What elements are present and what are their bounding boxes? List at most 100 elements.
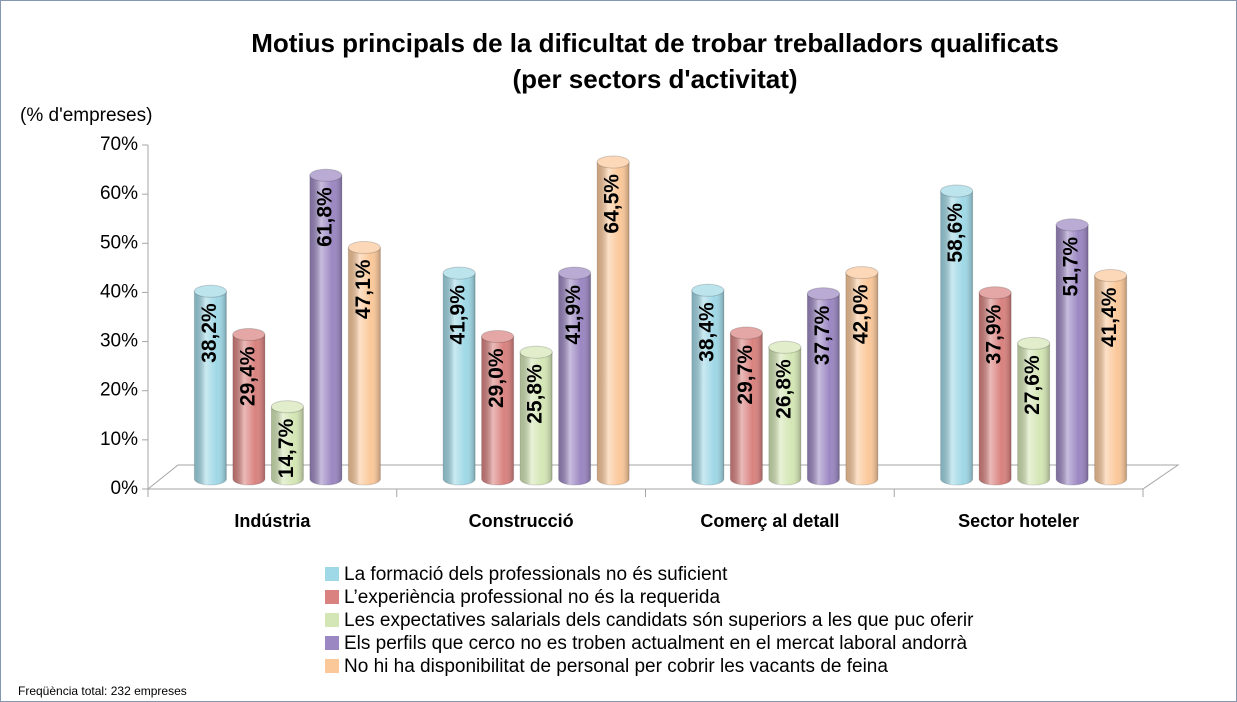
legend-label: No hi ha disponibilitat de personal per …	[344, 656, 888, 677]
bar-top-light	[348, 241, 381, 254]
bar-top-light	[597, 156, 630, 169]
data-label: 27,6%	[1021, 355, 1044, 415]
bar-top-light	[845, 266, 878, 279]
bar-top	[270, 400, 304, 414]
bar-shade	[768, 347, 801, 485]
bar-shade	[597, 162, 630, 485]
x-tick-label: Comerç al detall	[700, 511, 839, 531]
data-label: 26,8%	[772, 359, 795, 419]
bar-top-light	[232, 328, 265, 341]
bar-shade	[443, 273, 476, 485]
y-tick-label: 60%	[100, 183, 138, 204]
data-label: 29,4%	[236, 346, 259, 406]
bar-shade	[940, 191, 973, 485]
y-tick-label: 50%	[100, 232, 138, 253]
data-label: 37,7%	[811, 305, 834, 365]
data-label: 25,8%	[524, 364, 547, 424]
bar-shade	[1017, 343, 1050, 485]
y-tick-label: 40%	[100, 281, 138, 302]
bar-top-light	[520, 346, 553, 359]
bar-top-light	[730, 327, 763, 340]
legend-label: Les expectatives salarials dels candidat…	[344, 610, 974, 631]
bar-top	[691, 283, 725, 297]
bar-top-light	[271, 400, 304, 413]
x-tick-label: Indústria	[234, 511, 311, 531]
bar-shade	[691, 290, 724, 485]
bar-shade	[1056, 224, 1089, 485]
data-label: 47,1%	[352, 259, 375, 319]
data-label: 41,9%	[562, 285, 585, 345]
bar-top-light	[940, 185, 973, 198]
y-tick-label: 0%	[111, 478, 139, 499]
bar-top-light	[807, 287, 840, 300]
data-label: 14,7%	[275, 418, 298, 478]
bar-top-light	[1094, 269, 1127, 282]
bar-top	[481, 329, 515, 343]
data-label: 29,0%	[485, 348, 508, 408]
x-tick-label: Sector hoteler	[958, 511, 1079, 531]
bar-top	[596, 155, 630, 169]
chart-title: Motius principals de la dificultat de tr…	[251, 28, 1059, 58]
bar-top-light	[481, 330, 514, 343]
bar-top-light	[691, 284, 724, 297]
data-label: 64,5%	[601, 174, 624, 234]
legend-swatch	[325, 636, 339, 650]
bar-top	[558, 266, 592, 280]
bar-top-light	[1056, 218, 1089, 231]
floor	[146, 464, 1180, 490]
data-label: 41,4%	[1098, 287, 1121, 347]
x-tick-label: Construcció	[469, 511, 574, 531]
legend-label: Els perfils que cerco no es troben actua…	[344, 633, 968, 654]
bar-top	[1017, 336, 1051, 350]
y-tick-label: 20%	[100, 380, 138, 401]
legend-swatch	[325, 590, 339, 604]
bar-shade	[558, 273, 591, 485]
bar-top	[232, 328, 266, 342]
legend-swatch	[325, 613, 339, 627]
legend-label: La formació dels professionals no és suf…	[344, 564, 728, 585]
bar-shade	[232, 334, 265, 485]
bar-shade	[481, 336, 514, 485]
data-label: 29,7%	[734, 345, 757, 405]
bar-top	[442, 266, 476, 280]
bar-top	[768, 340, 802, 354]
bar-top-light	[979, 286, 1012, 299]
bar-top	[519, 345, 553, 359]
bar-shade	[348, 247, 381, 485]
data-label: 38,4%	[695, 302, 718, 362]
legend-swatch	[325, 659, 339, 673]
bar-top	[845, 266, 879, 280]
bar-top	[347, 241, 381, 255]
chart-subtitle: (per sectors d'activitat)	[512, 64, 797, 94]
bar-top-light	[768, 341, 801, 354]
y-tick-label: 70%	[100, 134, 138, 155]
bar-shade	[271, 406, 304, 485]
bar-shade	[979, 292, 1012, 485]
y-axis-label: (% d'empreses)	[20, 105, 152, 126]
data-label: 61,8%	[313, 187, 336, 247]
footnote: Freqüència total: 232 empreses	[18, 684, 187, 698]
bar-top	[940, 184, 974, 198]
bar-top	[193, 284, 227, 298]
bar-top	[806, 287, 840, 301]
bar-top	[729, 326, 763, 340]
legend-swatch	[325, 567, 339, 581]
data-label: 38,2%	[198, 303, 221, 363]
bar-top	[1094, 269, 1128, 283]
bar-top	[1055, 218, 1089, 232]
bar-top-light	[443, 267, 476, 280]
bar-top	[978, 286, 1012, 300]
bar-shade	[309, 175, 342, 485]
data-label: 37,9%	[983, 304, 1006, 364]
legend-label: L’experiència professional no és la requ…	[344, 587, 720, 608]
bar-top-light	[194, 285, 227, 298]
y-tick-label: 30%	[100, 331, 138, 352]
bar-top-light	[1017, 337, 1050, 350]
bar-shade	[807, 293, 840, 485]
data-label: 41,9%	[447, 285, 470, 345]
bar-shade	[520, 352, 553, 485]
bar-top-light	[309, 169, 342, 182]
bar-shade	[1094, 275, 1127, 485]
data-label: 42,0%	[849, 284, 872, 344]
